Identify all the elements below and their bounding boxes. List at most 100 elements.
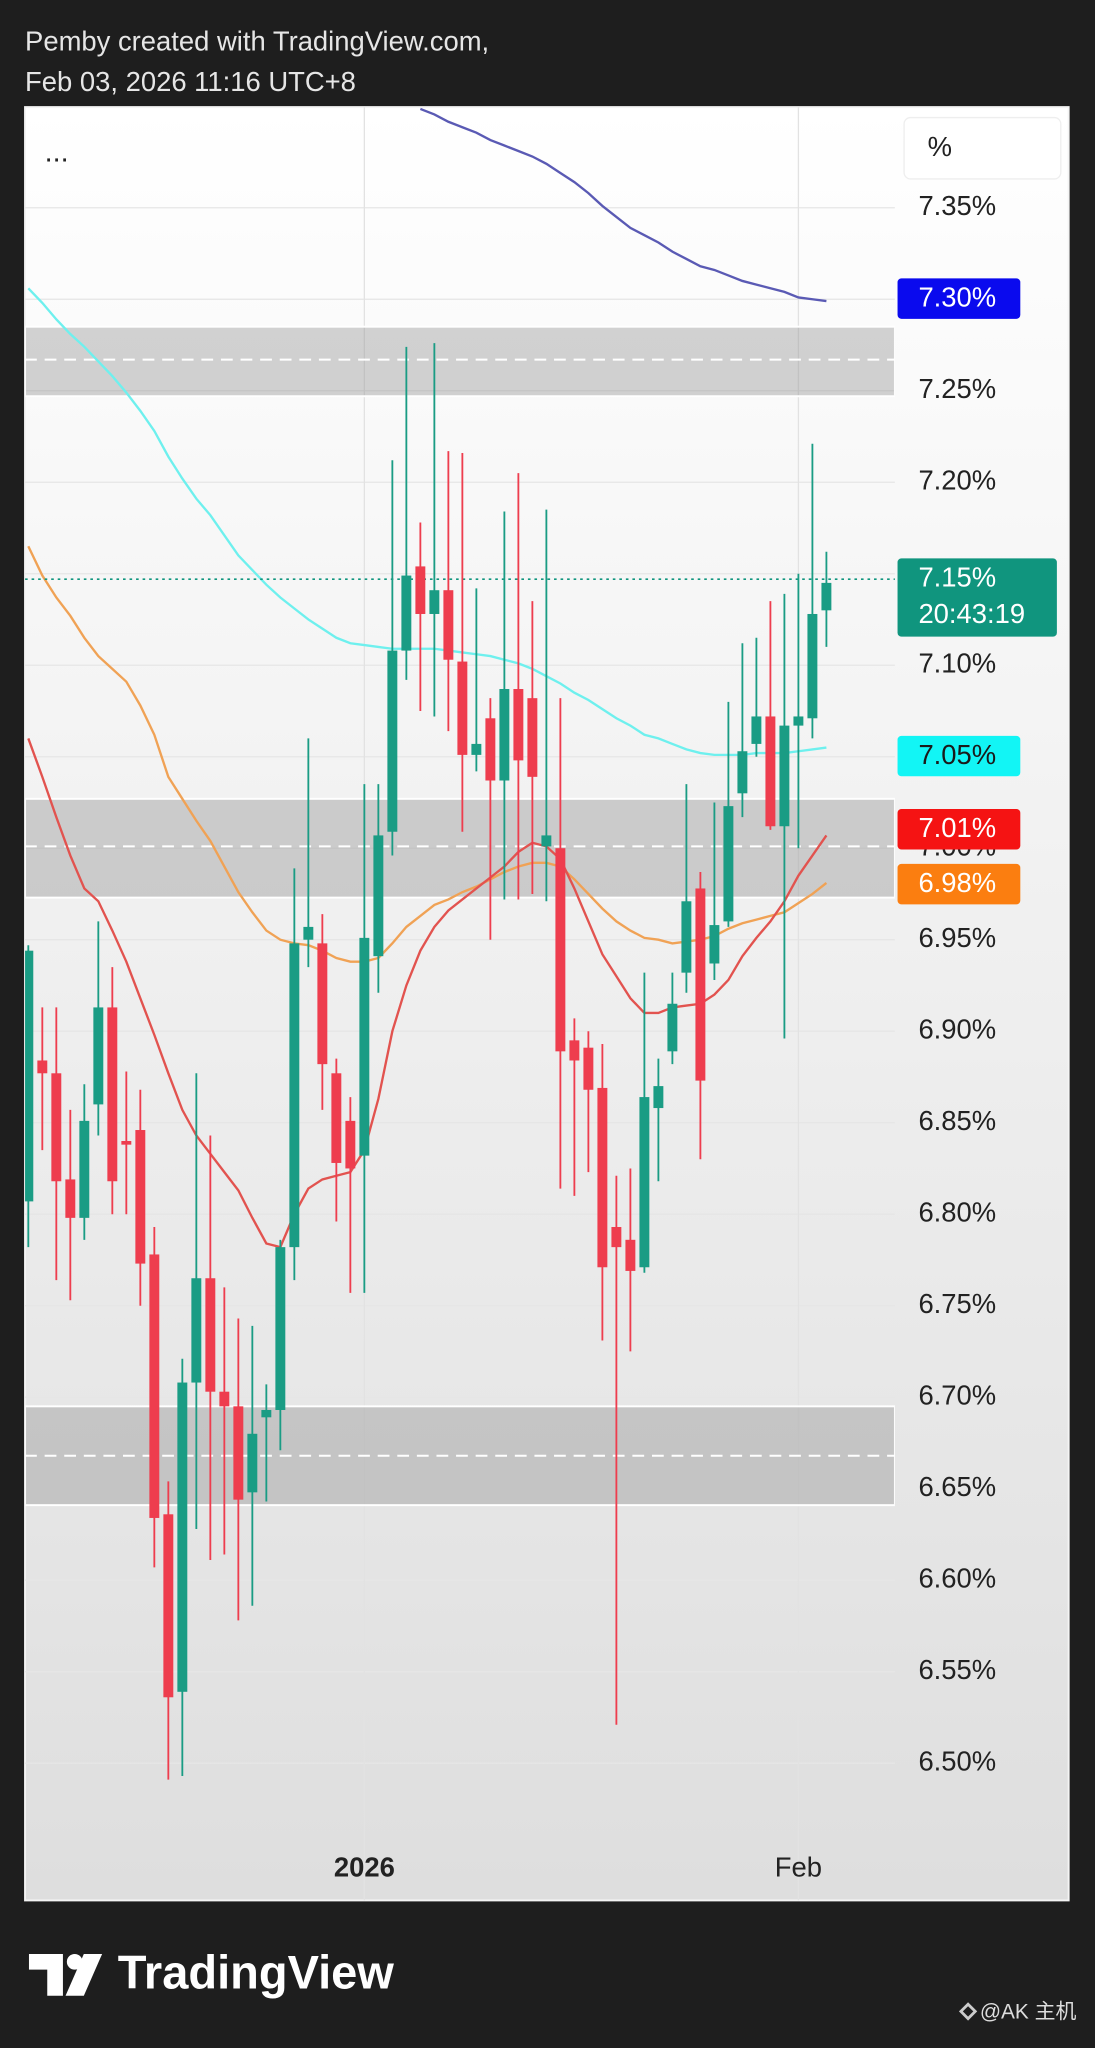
y-tick-label: 6.75% xyxy=(918,1288,996,1319)
candle-body xyxy=(555,848,566,1052)
price-tag xyxy=(897,558,1057,637)
zone xyxy=(25,797,895,899)
candle-body xyxy=(205,1278,216,1392)
candle-body xyxy=(25,950,34,1202)
candle-body xyxy=(765,716,776,827)
candle-body xyxy=(51,1073,62,1182)
attribution: Pemby created with TradingView.com, xyxy=(25,25,489,56)
candle-body xyxy=(415,566,426,614)
timestamp: Feb 03, 2026 11:16 UTC+8 xyxy=(25,66,356,97)
candle-body xyxy=(93,1007,104,1105)
line-layer xyxy=(25,107,895,1249)
candle-body xyxy=(191,1278,202,1383)
candle-body xyxy=(667,1003,678,1052)
logo-dot xyxy=(66,1953,83,1970)
candle-body xyxy=(177,1382,188,1692)
tag-layer: 7.30% 7.15% 20:43:19 7.05% 7.01% 6.98% xyxy=(897,278,1057,905)
candle-body xyxy=(639,1097,650,1268)
candle-body xyxy=(275,1247,286,1410)
candle-body xyxy=(569,1040,580,1061)
price-tag-label: 6.98% xyxy=(918,867,996,898)
unit-box[interactable] xyxy=(903,116,1062,180)
candle-body xyxy=(233,1406,244,1500)
candle-body xyxy=(471,743,482,755)
candle-body xyxy=(429,590,440,614)
candle-body xyxy=(723,806,734,922)
candle-body xyxy=(401,575,412,651)
candle-body xyxy=(135,1130,146,1264)
candle-body xyxy=(261,1409,272,1418)
candle-body xyxy=(583,1047,594,1090)
candle-layer xyxy=(25,343,832,1780)
price-tag-label: 7.01% xyxy=(918,812,996,843)
candle-body xyxy=(499,689,510,781)
price-tag xyxy=(897,735,1021,777)
zone xyxy=(25,325,895,398)
candle-body xyxy=(541,835,552,847)
candle-body xyxy=(37,1060,48,1074)
candle-body xyxy=(247,1433,258,1493)
price-tag xyxy=(897,809,1021,850)
zone-layer xyxy=(25,325,895,1507)
candle-body xyxy=(373,835,384,957)
candle-body xyxy=(709,925,720,964)
price-tag-label: 7.30% xyxy=(918,281,996,312)
candle-body xyxy=(779,725,790,827)
y-tick-label: 6.60% xyxy=(918,1562,996,1593)
candle-body xyxy=(107,1007,118,1182)
y-tick-label: 7.20% xyxy=(918,464,996,495)
candle-body xyxy=(527,698,538,777)
y-tick-label: 6.95% xyxy=(918,922,996,953)
grid-layer xyxy=(25,107,895,1901)
price-tag-label: 7.15% xyxy=(918,561,996,592)
chart-panel xyxy=(24,106,1070,1902)
candle-body xyxy=(485,718,496,781)
candle-body xyxy=(289,943,300,1248)
price-tag-label: 7.05% xyxy=(918,739,996,770)
candle-body xyxy=(303,926,314,940)
y-tick-label: 7.35% xyxy=(918,190,996,221)
y-tick-label: 7.10% xyxy=(918,647,996,678)
candle-body xyxy=(807,613,818,719)
candle-body xyxy=(163,1514,174,1698)
candle-body xyxy=(821,582,832,611)
ma-line xyxy=(419,107,827,303)
candle-body xyxy=(149,1254,160,1518)
candle-body xyxy=(625,1239,636,1271)
brand: TradingView xyxy=(118,1946,395,1999)
candle-body xyxy=(597,1087,608,1268)
candle-body xyxy=(695,888,706,1081)
axis-layer: 6.50% 6.55% 6.60% 6.65% 6.70% 6.75% 6.80% 6.85%… xyxy=(334,190,996,1882)
candle-body xyxy=(331,1073,342,1163)
watermark-icon xyxy=(958,2002,978,2021)
y-tick-label: 6.70% xyxy=(918,1379,996,1410)
candle-body xyxy=(79,1120,90,1218)
y-tick-label: 6.65% xyxy=(918,1471,996,1502)
price-tag xyxy=(897,863,1021,905)
candle-body xyxy=(751,716,762,744)
x-tick-label: Feb xyxy=(775,1851,822,1882)
candle-body xyxy=(65,1179,76,1218)
candle-body xyxy=(387,650,398,832)
x-tick-label: 2026 xyxy=(334,1851,395,1882)
candle-body xyxy=(121,1140,132,1145)
candle-body xyxy=(219,1391,230,1407)
candle-body xyxy=(513,689,524,761)
candle-body xyxy=(317,943,328,1065)
y-tick-label: 6.55% xyxy=(918,1654,996,1685)
candle-body xyxy=(443,590,454,660)
price-tag xyxy=(897,278,1021,319)
y-tick-label: 6.85% xyxy=(918,1105,996,1136)
candle-body xyxy=(611,1227,622,1248)
ma-line xyxy=(27,287,827,757)
candle-body xyxy=(359,937,370,1156)
ma-line xyxy=(27,545,828,963)
menu[interactable]: ... xyxy=(45,137,69,169)
logo-t xyxy=(28,1953,63,1996)
y-tick-label: 7.25% xyxy=(918,373,996,404)
y-tick-label: 6.90% xyxy=(918,1013,996,1044)
candle-body xyxy=(737,751,748,794)
candle-body xyxy=(793,716,804,726)
candle-body xyxy=(457,661,468,755)
